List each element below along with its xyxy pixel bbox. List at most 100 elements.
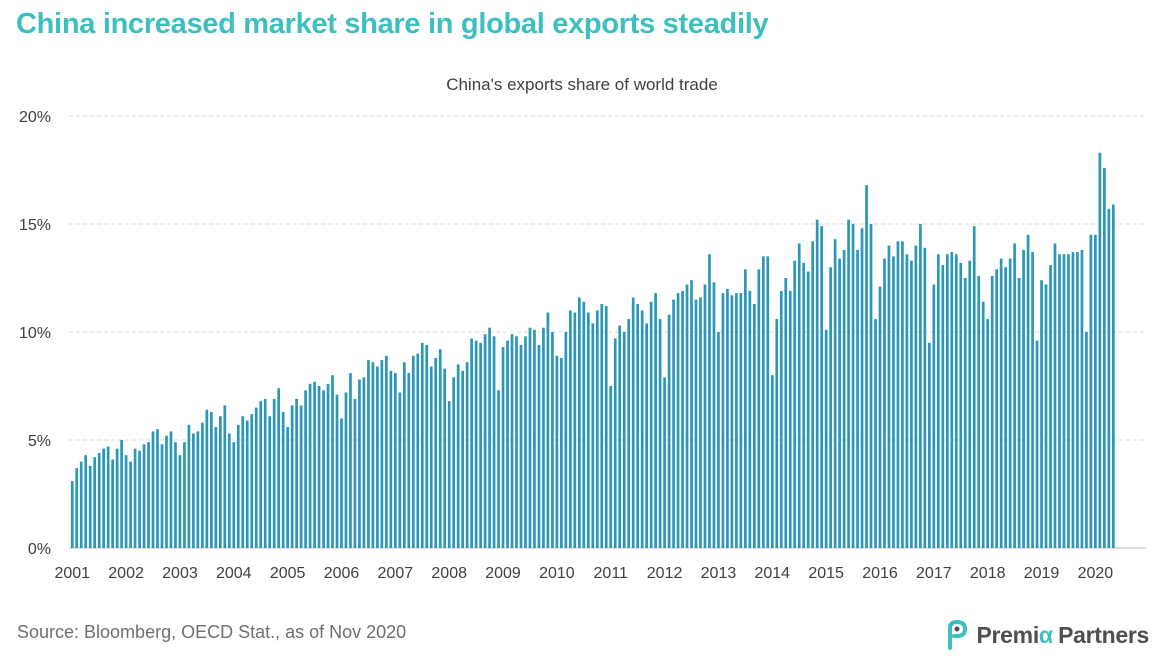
bar: [93, 457, 97, 548]
bar: [649, 301, 653, 548]
bar: [178, 455, 182, 548]
bar: [371, 362, 375, 548]
x-tick-label: 2018: [970, 565, 1006, 582]
x-tick-label: 2010: [539, 565, 575, 582]
bar: [577, 297, 581, 548]
bar: [811, 241, 815, 548]
bar: [1103, 167, 1106, 548]
bar: [847, 219, 850, 548]
bar: [717, 332, 720, 548]
bar: [326, 383, 330, 548]
bar: [290, 405, 294, 548]
y-tick-label: 20%: [19, 109, 51, 126]
bar: [254, 407, 258, 548]
bar: [824, 329, 828, 548]
bar: [304, 390, 307, 548]
bar: [910, 260, 913, 548]
bar: [793, 260, 797, 548]
bar: [358, 379, 361, 548]
bar: [761, 256, 765, 548]
bar: [533, 329, 536, 548]
bar: [820, 226, 823, 548]
x-tick-label: 2002: [108, 565, 144, 582]
bar: [600, 303, 604, 548]
x-tick-label: 2016: [862, 565, 898, 582]
bar: [569, 310, 572, 548]
bar: [901, 241, 904, 548]
bar: [1058, 254, 1061, 549]
bar: [133, 448, 137, 548]
bar: [322, 390, 325, 548]
bar: [806, 271, 810, 548]
bar: [286, 427, 289, 548]
bar: [147, 442, 150, 548]
bar: [613, 338, 617, 548]
bar: [97, 452, 101, 548]
bar: [120, 440, 123, 548]
bar: [1008, 258, 1012, 548]
bar: [627, 319, 631, 548]
bar: [241, 416, 245, 548]
x-tick-label: 2020: [1078, 565, 1114, 582]
bar: [546, 312, 550, 548]
y-tick-label: 10%: [19, 325, 51, 342]
bar: [344, 392, 348, 548]
bar: [869, 224, 873, 548]
bar: [1062, 254, 1066, 549]
bar: [833, 239, 837, 548]
bar: [443, 368, 447, 548]
bar: [210, 411, 213, 548]
bar: [802, 262, 806, 548]
bar: [268, 416, 272, 548]
bar: [385, 355, 388, 548]
bar: [968, 260, 972, 548]
bar: [102, 448, 105, 548]
bar: [227, 433, 231, 548]
bar: [295, 398, 298, 548]
bar: [932, 284, 936, 548]
bar: [658, 319, 662, 548]
bar: [79, 461, 83, 548]
bar: [470, 338, 473, 548]
bar: [842, 249, 846, 549]
bar: [1076, 252, 1079, 548]
bar: [928, 342, 931, 548]
bar: [788, 290, 792, 548]
bar: [1085, 332, 1088, 548]
bar: [1112, 204, 1115, 548]
bar: [726, 288, 729, 548]
bar: [84, 455, 88, 548]
bar: [398, 392, 402, 548]
bar: [914, 245, 918, 548]
bar: [115, 448, 119, 548]
bar: [770, 375, 774, 548]
y-tick-label: 5%: [28, 433, 51, 450]
bar: [730, 295, 734, 548]
bar: [335, 394, 339, 548]
bar: [367, 360, 370, 548]
bar: [317, 386, 321, 548]
bar: [757, 269, 761, 548]
brand-logo: Premi α Partners: [945, 620, 1149, 650]
bar: [461, 370, 464, 548]
bar: [129, 461, 132, 548]
bar: [753, 303, 756, 548]
bar: [784, 278, 788, 548]
bar: [331, 375, 334, 548]
bar: [950, 252, 954, 548]
headline: China increased market share in global e…: [16, 8, 769, 40]
bar: [165, 435, 168, 548]
bar: [142, 444, 146, 548]
bar: [70, 481, 74, 548]
bar: [156, 429, 159, 548]
bar: [245, 420, 249, 548]
bar: [1049, 265, 1052, 548]
x-tick-label: 2005: [270, 565, 306, 582]
bar: [263, 398, 267, 548]
bar: [954, 254, 958, 549]
bar: [1080, 249, 1084, 549]
x-tick-label: 2007: [378, 565, 414, 582]
bar: [936, 254, 940, 549]
bar: [622, 332, 626, 548]
bar: [604, 306, 608, 548]
